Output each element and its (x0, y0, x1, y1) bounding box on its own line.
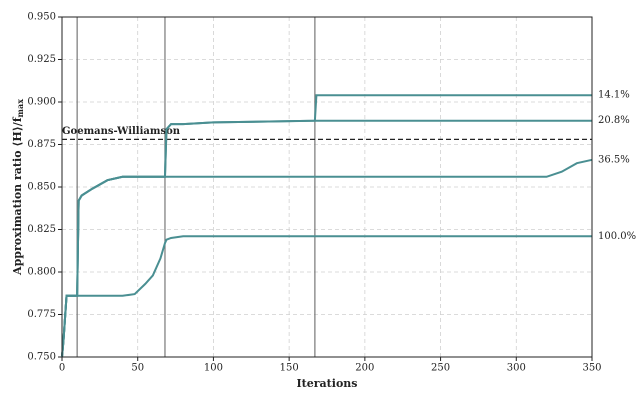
x-tick-label: 200 (355, 363, 374, 374)
x-tick-label: 350 (582, 363, 601, 374)
x-tick-label: 50 (131, 363, 144, 374)
x-tick-label: 300 (507, 363, 526, 374)
y-tick-label: 0.925 (27, 54, 56, 65)
y-tick-label: 0.950 (27, 12, 56, 23)
plot-frame (61, 16, 593, 358)
y-tick-label: 0.800 (27, 267, 56, 278)
series-end-label: 36.5% (598, 154, 630, 165)
y-axis-label-main: Approximation ratio ⟨H⟩/f (11, 116, 24, 276)
y-tick-label: 0.750 (27, 352, 56, 363)
x-axis-label: Iterations (297, 377, 358, 390)
y-axis-label-subscript: max (15, 99, 25, 118)
y-tick-label: 0.850 (27, 182, 56, 193)
series-line (61, 158, 593, 358)
x-tick-label: 0 (59, 363, 65, 374)
y-tick-label: 0.775 (27, 309, 56, 320)
x-tick-label: 100 (204, 363, 223, 374)
series-end-label: 100.0% (598, 231, 636, 242)
reference-label: Goemans-Williamson (62, 126, 181, 137)
series-end-label: 20.8% (598, 115, 630, 126)
series-line (61, 119, 592, 358)
series-end-label: 14.1% (598, 90, 630, 101)
y-tick-label: 0.875 (27, 139, 56, 150)
series-line (61, 235, 592, 358)
x-tick-label: 250 (431, 363, 450, 374)
y-tick-label: 0.825 (27, 224, 56, 235)
y-tick-label: 0.900 (27, 97, 56, 108)
x-tick-label: 150 (280, 363, 299, 374)
y-axis-label: Approximation ratio ⟨H⟩/fmax (11, 99, 25, 276)
